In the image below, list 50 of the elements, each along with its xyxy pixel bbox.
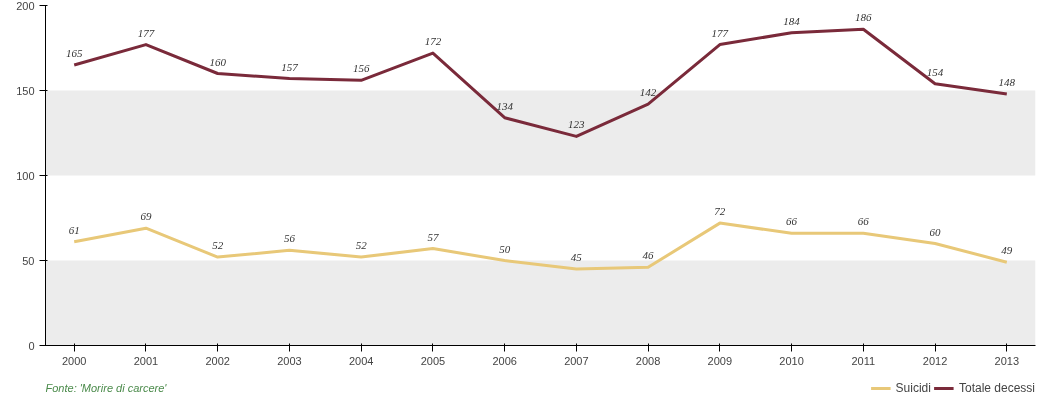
y-tick-label: 100 <box>16 169 35 182</box>
data-label: 160 <box>209 55 227 68</box>
source-note: Fonte: 'Morire di carcere' <box>45 382 168 394</box>
x-tick-label: 2000 <box>61 354 87 367</box>
data-label: 52 <box>355 239 368 252</box>
data-label: 52 <box>212 239 224 252</box>
x-tick-label: 2003 <box>277 354 302 367</box>
x-tick-label: 2009 <box>707 354 733 367</box>
y-tick-label: 0 <box>28 339 35 352</box>
data-label: 66 <box>786 215 798 228</box>
data-label: 49 <box>1001 244 1013 257</box>
data-label: 154 <box>926 65 944 78</box>
y-tick-label: 50 <box>22 254 35 267</box>
x-tick-label: 2004 <box>348 354 374 367</box>
data-label: 123 <box>568 118 586 131</box>
data-label: 172 <box>424 35 442 48</box>
x-tick-label: 2005 <box>420 354 446 367</box>
data-label: 165 <box>65 47 83 59</box>
x-tick-label: 2008 <box>635 354 661 367</box>
x-tick-label: 2010 <box>779 354 804 367</box>
data-label: 177 <box>137 26 155 39</box>
data-label: 156 <box>352 62 370 75</box>
data-label: 142 <box>639 86 657 99</box>
x-tick-label: 2007 <box>564 354 589 367</box>
data-label: 57 <box>427 230 439 243</box>
data-label: 60 <box>929 225 942 238</box>
data-label: 184 <box>783 14 801 27</box>
data-label: 50 <box>499 242 511 255</box>
data-label: 66 <box>857 215 870 228</box>
data-label: 177 <box>711 26 729 39</box>
y-tick-label: 200 <box>16 0 35 12</box>
data-label: 186 <box>855 11 873 24</box>
x-tick-label: 2011 <box>851 354 876 367</box>
data-label: 72 <box>714 205 726 218</box>
x-tick-label: 2013 <box>994 354 1020 367</box>
x-tick-label: 2002 <box>205 354 230 367</box>
data-label: 46 <box>642 249 655 262</box>
data-label: 134 <box>496 99 514 112</box>
x-tick-label: 2012 <box>922 354 948 367</box>
data-label: 61 <box>68 223 80 236</box>
x-tick-label: 2001 <box>133 354 159 367</box>
data-label: 45 <box>570 251 583 263</box>
y-tick-label: 150 <box>16 84 35 97</box>
x-tick-label: 2006 <box>492 354 517 367</box>
data-label: 157 <box>281 60 299 73</box>
data-label: 69 <box>140 210 152 223</box>
legend-label: Totale decessi <box>958 380 1035 395</box>
data-label: 148 <box>998 75 1016 88</box>
legend-label: Suicidi <box>895 380 931 395</box>
data-label: 56 <box>283 232 296 245</box>
